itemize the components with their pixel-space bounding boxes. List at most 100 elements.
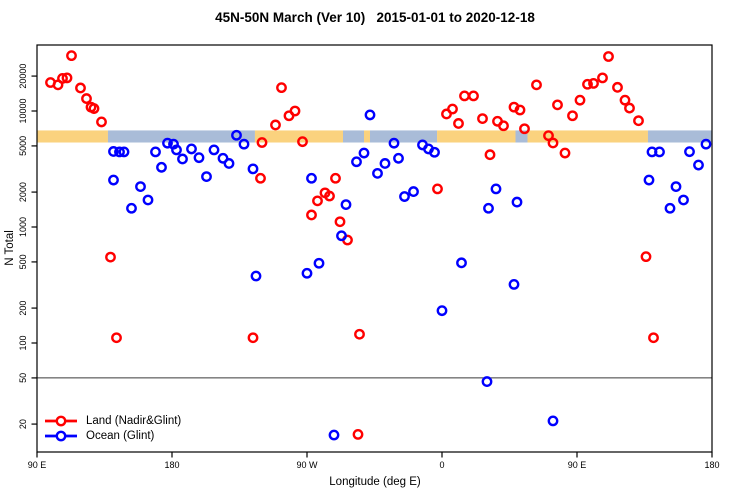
- y-axis-tick-label: 200: [18, 301, 28, 316]
- ocean-data-point: [670, 181, 682, 192]
- ocean-data-point: [364, 109, 376, 121]
- ocean-data-point: [238, 138, 250, 150]
- land-data-point: [484, 149, 496, 161]
- land-data-point: [270, 119, 281, 131]
- ocean-data-point: [156, 161, 167, 173]
- land-data-point: [432, 183, 443, 195]
- land-data-point: [330, 172, 341, 184]
- ocean-data-point: [301, 267, 313, 279]
- legend-symbol-ocean-icon: [45, 430, 77, 441]
- land-data-point: [66, 50, 77, 62]
- legend-symbol-land-icon: [45, 415, 77, 426]
- chart-title: 45N-50N March (Ver 10) 2015-01-01 to 202…: [215, 10, 535, 25]
- ocean-data-point: [340, 199, 352, 210]
- coast-band-ocean-segment: [370, 130, 438, 143]
- x-axis-tick-label: 180: [164, 460, 179, 470]
- y-axis-tick-label: 2000: [18, 182, 28, 202]
- ocean-data-point: [306, 172, 317, 184]
- legend-label-ocean: Ocean (Glint): [86, 429, 155, 442]
- ocean-data-point: [456, 257, 467, 269]
- ocean-data-point: [547, 415, 559, 427]
- y-axis-tick-label: 10000: [18, 98, 28, 123]
- land-data-point: [289, 105, 301, 117]
- land-data-point: [88, 103, 100, 114]
- land-data-point: [612, 81, 623, 93]
- land-data-point: [552, 99, 563, 111]
- ocean-data-point: [684, 146, 695, 158]
- land-data-point: [543, 130, 554, 142]
- ocean-data-point: [429, 146, 440, 158]
- ocean-data-point: [231, 129, 242, 141]
- coast-band-land-segment: [254, 130, 343, 143]
- y-axis-tick-label: 20000: [18, 64, 28, 89]
- x-axis-tick-label: 180: [704, 460, 719, 470]
- ocean-data-point: [217, 152, 229, 164]
- ocean-data-point: [393, 152, 404, 164]
- land-data-point: [96, 116, 107, 128]
- land-data-point: [574, 94, 586, 106]
- ocean-data-point: [372, 167, 383, 179]
- coast-band-ocean-segment: [647, 130, 712, 143]
- ocean-data-point: [142, 194, 154, 206]
- ocean-data-point: [388, 137, 400, 149]
- legend-item-land: Land (Nadir&Glint): [44, 413, 181, 428]
- ocean-data-point: [643, 174, 655, 186]
- y-axis-tick-label: 1000: [18, 217, 28, 237]
- coast-band-land-segment: [437, 130, 516, 143]
- ocean-data-point: [171, 144, 182, 156]
- ocean-data-point: [678, 194, 689, 206]
- land-data-point: [312, 195, 323, 207]
- legend-item-ocean: Ocean (Glint): [44, 428, 181, 443]
- land-data-point: [559, 147, 571, 159]
- land-data-point: [588, 77, 599, 89]
- ocean-data-point: [351, 156, 362, 168]
- ocean-data-point: [186, 143, 197, 155]
- plot-border: [36, 44, 713, 453]
- land-data-point: [354, 328, 365, 340]
- land-data-point: [477, 113, 488, 124]
- ocean-data-point: [126, 202, 137, 214]
- ocean-data-point: [201, 171, 212, 182]
- ocean-data-point: [177, 153, 188, 165]
- ocean-data-point: [108, 146, 119, 157]
- land-data-point: [453, 118, 464, 129]
- ocean-data-point: [108, 174, 119, 186]
- x-axis-tick-label: 90 W: [296, 460, 318, 470]
- ocean-data-point: [490, 183, 502, 195]
- ocean-data-point: [118, 146, 130, 158]
- land-data-point: [447, 103, 458, 115]
- ocean-data-point: [379, 158, 391, 169]
- land-data-point: [352, 428, 364, 440]
- y-axis-tick-label: 50: [18, 373, 28, 383]
- ocean-data-point: [511, 196, 523, 208]
- land-data-point: [519, 123, 530, 135]
- land-data-point: [597, 72, 608, 84]
- ocean-data-point: [654, 146, 665, 158]
- land-data-point: [567, 110, 578, 122]
- land-data-point: [297, 136, 308, 148]
- land-data-point: [640, 251, 652, 263]
- land-data-point: [582, 78, 593, 90]
- land-data-point: [105, 251, 116, 263]
- ocean-data-point: [328, 429, 340, 441]
- ocean-data-point: [693, 159, 704, 171]
- land-data-point: [498, 120, 509, 132]
- ocean-data-point: [250, 270, 262, 282]
- ocean-data-point: [135, 181, 146, 192]
- land-data-point: [61, 72, 73, 84]
- land-data-point: [256, 137, 268, 148]
- land-data-point: [75, 82, 86, 94]
- ocean-data-point: [247, 163, 259, 175]
- coast-band-ocean-segment: [107, 130, 255, 143]
- land-data-point: [306, 209, 317, 221]
- ocean-data-point: [358, 147, 370, 159]
- ocean-data-point: [483, 202, 494, 214]
- x-axis-tick-label: 90 E: [568, 460, 587, 470]
- land-data-point: [531, 79, 542, 91]
- land-data-point: [57, 73, 68, 84]
- ocean-data-point: [150, 146, 161, 158]
- land-data-point: [276, 82, 287, 94]
- land-data-point: [514, 104, 526, 116]
